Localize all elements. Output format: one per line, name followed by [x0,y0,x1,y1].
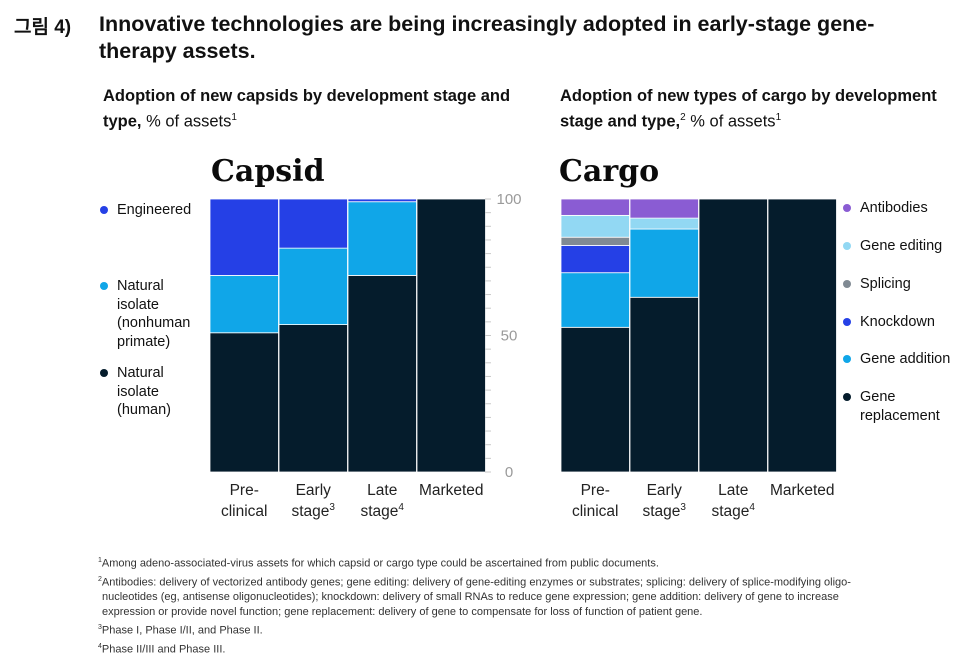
capsid-bar-engineered-3 [347,198,417,203]
cargo-category-label-1: Pre- [581,482,610,499]
capsid-subtitle-bold: Adoption of new capsids by development s… [103,87,511,131]
capsid-subtitle-unit: % of assets [141,112,232,131]
legend-swatch [843,355,851,363]
footnote-marker: 2 [98,575,102,583]
legend-swatch [843,318,851,326]
cargo-bar-antibodies-2 [629,198,699,219]
capsid-chart-subtitle: Adoption of new capsids by development s… [103,86,523,133]
footnote-line-2: 2Antibodies: delivery of vectorized anti… [98,575,851,589]
capsid-category-label-4: Marketed [419,482,484,499]
legend-label: Engineered [117,202,192,218]
cargo-subtitle-footnote-ref-1: 1 [775,112,782,123]
legend-label: Natural isolate (nonhuman primate) [117,278,191,350]
footnotes: 1Among adeno-associated-virus assets for… [98,553,938,658]
cargo-bar-knockdown-1 [560,245,630,274]
capsid-category-label-2: Early [296,482,332,499]
capsid-chart-title: Capsid [211,154,325,189]
footnote-line-5: 3Phase I, Phase I/II, and Phase II. [98,624,263,637]
capsid-category-label-1-line2: clinical [221,503,268,520]
legend-label: Gene replacement [860,389,940,424]
y-tick-label-100: 100 [496,191,521,208]
capsid-bar-engineered-2 [278,198,348,249]
cargo-bar-gene-replacement-1 [560,326,630,473]
capsid-bar-natural-isolate-nonhuman-primate-2 [278,247,348,325]
footnote-marker: 4 [98,642,102,650]
capsid-bar-natural-isolate-human-3 [347,275,417,473]
cargo-category-footnote-ref-3: 4 [749,502,755,513]
capsid-category-footnote-ref-3: 4 [398,502,404,513]
cargo-bar-gene-addition-2 [629,228,699,298]
cargo-bar-gene-addition-1 [560,272,630,328]
footnote-line-6: 4Phase II/III and Phase III. [98,642,226,656]
cargo-subtitle-unit: % of assets [685,112,776,131]
cargo-bar-gene-editing-2 [629,217,699,230]
capsid-bar-natural-isolate-human-1 [209,332,279,473]
capsid-category-label-2-line2: stage3 [292,502,336,520]
legend-label: Natural isolate (human) [117,365,171,418]
capsid-bar-natural-isolate-human-4 [416,198,486,473]
legend-label: Gene editing [860,238,943,254]
cargo-legend-item-antibodies: Antibodies [843,199,928,218]
footnote-line-3: nucleotides (eg, antisense oligonucleoti… [102,591,839,604]
capsid-legend-item-engineered: Engineered [100,201,191,220]
capsid-subtitle-footnote-ref: 1 [231,112,237,123]
cargo-legend-item-knockdown: Knockdown [843,313,935,332]
legend-swatch [100,369,108,377]
capsid-bar-natural-isolate-nonhuman-primate-3 [347,201,417,276]
cargo-bar-gene-editing-1 [560,214,630,238]
capsid-category-label-3-line2: stage4 [361,502,405,520]
footnote-marker: 1 [98,557,102,564]
legend-label: Antibodies [860,200,928,216]
legend-label: Splicing [860,276,911,292]
cargo-category-footnote-ref-2: 3 [680,502,686,513]
cargo-category-label-2-line2: stage3 [643,502,687,520]
legend-swatch [843,242,851,250]
legend-swatch [100,206,108,214]
figure-number: 그림 4) [14,17,72,38]
cargo-subtitle-bold: Adoption of new types of cargo by develo… [560,87,937,131]
capsid-bar-natural-isolate-nonhuman-primate-1 [209,275,279,334]
capsid-legend-item-natural-isolate-nonhuman-primate: Natural isolate (nonhuman primate) [100,277,190,351]
cargo-bar-splicing-1 [560,236,630,246]
cargo-chart-subtitle: Adoption of new types of cargo by develo… [560,86,960,133]
capsid-bar-engineered-1 [209,198,279,276]
cargo-bar-gene-replacement-4 [767,198,837,473]
legend-swatch [100,282,108,290]
cargo-legend-item-gene-replacement: Gene replacement [843,388,940,425]
capsid-bar-natural-isolate-human-2 [278,324,348,473]
cargo-category-label-3-line2: stage4 [712,502,756,520]
cargo-legend-item-splicing: Splicing [843,275,911,294]
capsid-category-label-1: Pre- [230,482,259,499]
legend-label: Knockdown [860,314,935,330]
capsid-category-footnote-ref-2: 3 [329,502,335,513]
cargo-legend-item-gene-addition: Gene addition [843,350,950,369]
figure-title: Innovative technologies are being increa… [99,12,875,63]
legend-label: Gene addition [860,351,951,367]
capsid-category-label-3: Late [367,482,397,499]
cargo-chart-title: Cargo [559,154,659,189]
legend-swatch [843,204,851,212]
footnote-marker: 3 [98,624,102,632]
cargo-category-label-4: Marketed [770,482,835,499]
y-tick-label-50: 50 [501,328,518,345]
legend-swatch [843,280,851,288]
cargo-category-label-2: Early [647,482,683,499]
cargo-subtitle-footnote-ref-2: 2 [680,112,686,123]
capsid-legend-item-natural-isolate-human: Natural isolate (human) [100,364,171,420]
cargo-category-label-3: Late [718,482,748,499]
footnote-line-4: expression or provide novel function; ge… [102,606,703,619]
cargo-bar-antibodies-1 [560,198,630,216]
legend-swatch [843,393,851,401]
cargo-category-label-1-line2: clinical [572,503,619,520]
cargo-bar-gene-replacement-3 [698,198,768,473]
y-tick-label-0: 0 [505,464,513,481]
cargo-legend-item-gene-editing: Gene editing [843,237,942,256]
footnote-line-1: 1Among adeno-associated-virus assets for… [98,557,659,570]
cargo-bar-gene-replacement-2 [629,296,699,473]
